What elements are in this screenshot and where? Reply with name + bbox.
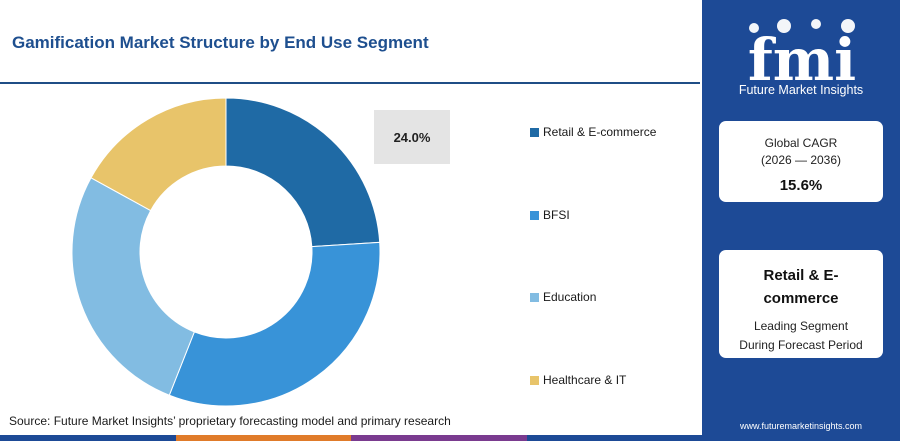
- globe-icon: [777, 19, 791, 33]
- leading-segment-label: Leading Segment: [753, 319, 849, 333]
- leading-segment-name: Retail & E-commerce: [763, 267, 839, 307]
- bar-segment: [175, 435, 351, 441]
- legend-label: Education: [543, 290, 597, 304]
- legend-label: BFSI: [543, 208, 570, 222]
- legend-item-healthcare: Healthcare & IT: [530, 373, 626, 387]
- globe-icon: [811, 19, 821, 29]
- chart-panel: Gamification Market Structure by End Use…: [0, 33, 702, 441]
- legend-label: Retail & E-commerce: [543, 125, 657, 139]
- forecast-period-label: During Forecast Period: [739, 338, 863, 352]
- globe-icon: [841, 19, 855, 33]
- legend-swatch: [530, 375, 539, 385]
- legend-item-bfsi: BFSI: [530, 208, 570, 222]
- legend-label: Healthcare & IT: [543, 373, 627, 387]
- cagr-value: 15.6%: [779, 177, 823, 194]
- donut-slice-healthcare-it: [90, 97, 227, 212]
- legend-item-retail: Retail & E-commerce: [530, 125, 656, 139]
- logo-wordmark: fmi: [748, 26, 856, 94]
- cagr-card: Global CAGR (2026 — 2036) 15.6%: [719, 121, 883, 202]
- bar-segment: [526, 435, 702, 441]
- fmi-logo: fmi: [748, 19, 856, 94]
- bottom-color-bar: [0, 435, 702, 441]
- bar-segment: [351, 435, 527, 441]
- bar-segment: [0, 435, 176, 441]
- brand-sidebar: fmi Future Market Insights Global CAGR (…: [702, 0, 900, 441]
- donut-slice-bfsi: [168, 241, 381, 407]
- page-title: Gamification Market Structure by End Use…: [12, 33, 429, 52]
- legend-swatch: [530, 127, 539, 137]
- globe-icon: [749, 23, 759, 33]
- value-callout: 24.0%: [374, 110, 450, 164]
- leading-segment-card: Retail & E-commerce Leading Segment Duri…: [719, 250, 883, 358]
- legend-item-education: Education: [530, 290, 596, 304]
- title-divider: [0, 82, 700, 84]
- website-link[interactable]: www.futuremarketinsights.com: [739, 421, 863, 431]
- cagr-label: Global CAGR: [764, 136, 838, 150]
- legend-swatch: [530, 292, 539, 302]
- logo-subtitle: Future Market Insights: [738, 83, 864, 97]
- source-note: Source: Future Market Insights’ propriet…: [9, 414, 451, 428]
- donut-slice-education: [71, 177, 195, 396]
- donut-slice-retail-e-commerce: [225, 97, 381, 248]
- donut-chart: [71, 97, 381, 407]
- cagr-period: (2026 — 2036): [760, 153, 842, 167]
- legend-swatch: [530, 210, 539, 220]
